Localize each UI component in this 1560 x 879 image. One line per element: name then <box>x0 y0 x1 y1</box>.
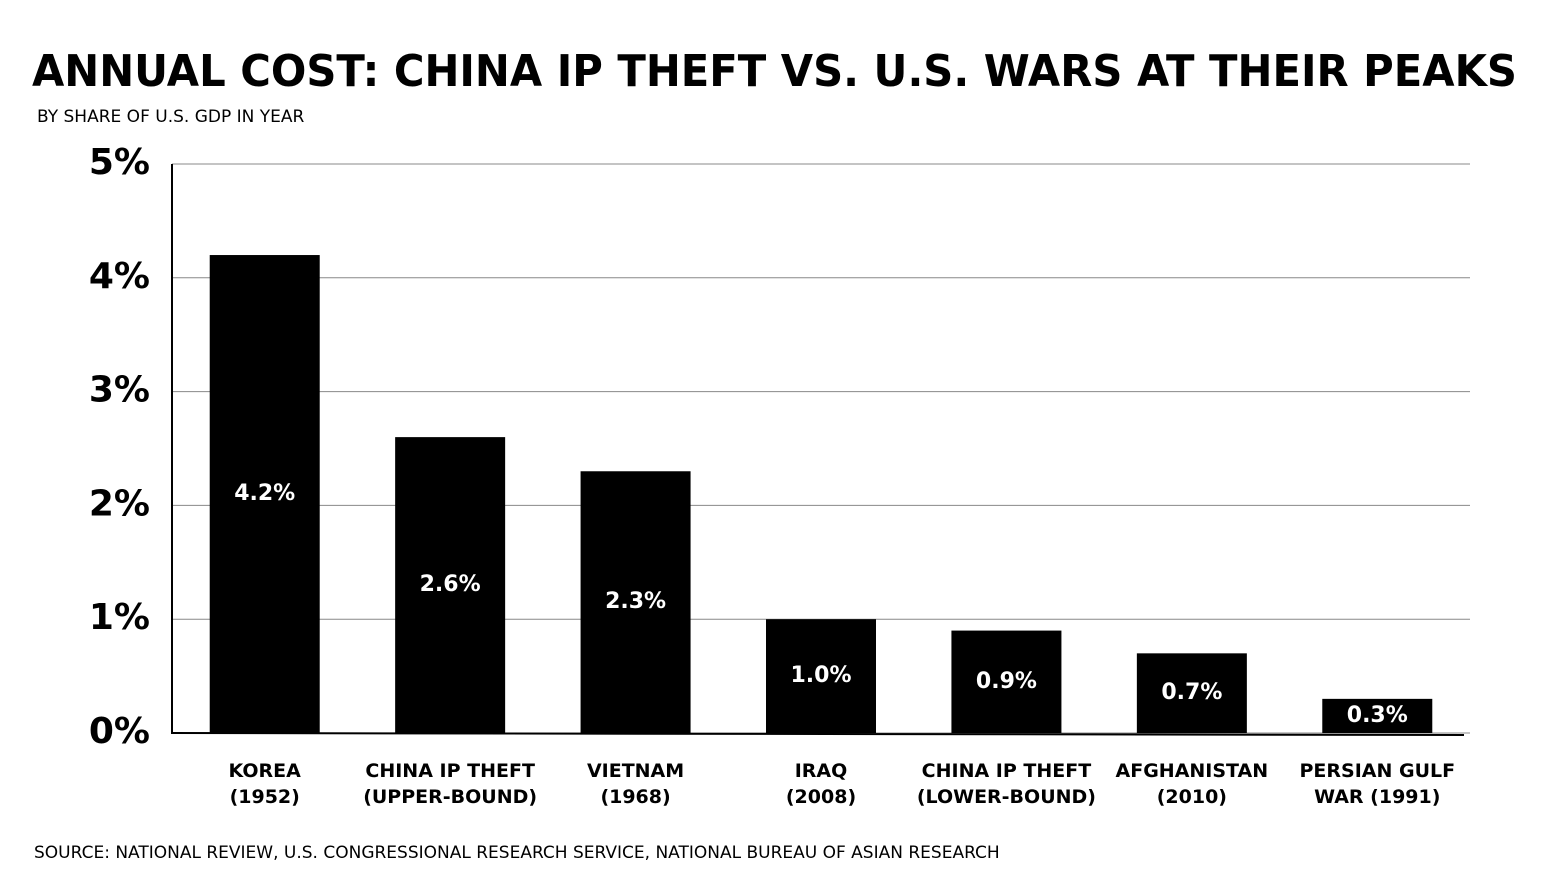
value-label: 1.0% <box>790 663 851 688</box>
chart-title: ANNUAL COST: CHINA IP THEFT VS. U.S. WAR… <box>32 46 1517 97</box>
y-tick-label: 0% <box>89 711 150 752</box>
bar <box>766 619 876 733</box>
x-tick-label: PERSIAN GULF WAR (1991) <box>1299 760 1456 808</box>
bar <box>1322 698 1433 733</box>
value-label: 2.3% <box>605 589 666 614</box>
x-tick-label: CHINA IP THEFT (LOWER-BOUND) <box>916 760 1096 808</box>
value-label: 4.2% <box>234 481 295 506</box>
x-tick-label: KOREA (1952) <box>228 760 301 808</box>
bar <box>951 630 1062 733</box>
bar <box>580 471 691 733</box>
x-tick-label: CHINA IP THEFT (UPPER-BOUND) <box>363 760 538 808</box>
x-tick-label: IRAQ (2008) <box>785 760 857 808</box>
y-tick-label: 2% <box>89 483 150 524</box>
y-tick-label: 4% <box>89 256 150 297</box>
y-tick-label: 5% <box>89 142 150 183</box>
chart-source: SOURCE: NATIONAL REVIEW, U.S. CONGRESSIO… <box>34 843 1000 863</box>
x-axis <box>171 732 1465 736</box>
chart-subtitle: BY SHARE OF U.S. GDP IN YEAR <box>37 107 304 127</box>
y-tick-label: 3% <box>89 370 150 411</box>
bar <box>209 255 320 734</box>
bar <box>395 437 506 733</box>
bar <box>1136 653 1247 733</box>
x-tick-label: AFGHANISTAN (2010) <box>1115 760 1269 808</box>
value-label: 0.7% <box>1161 680 1222 705</box>
value-label: 0.3% <box>1347 703 1408 728</box>
value-label: 2.6% <box>420 572 481 597</box>
x-tick-label: VIETNAM (1968) <box>586 760 685 808</box>
value-label: 0.9% <box>976 669 1037 694</box>
y-tick-label: 1% <box>89 597 150 638</box>
